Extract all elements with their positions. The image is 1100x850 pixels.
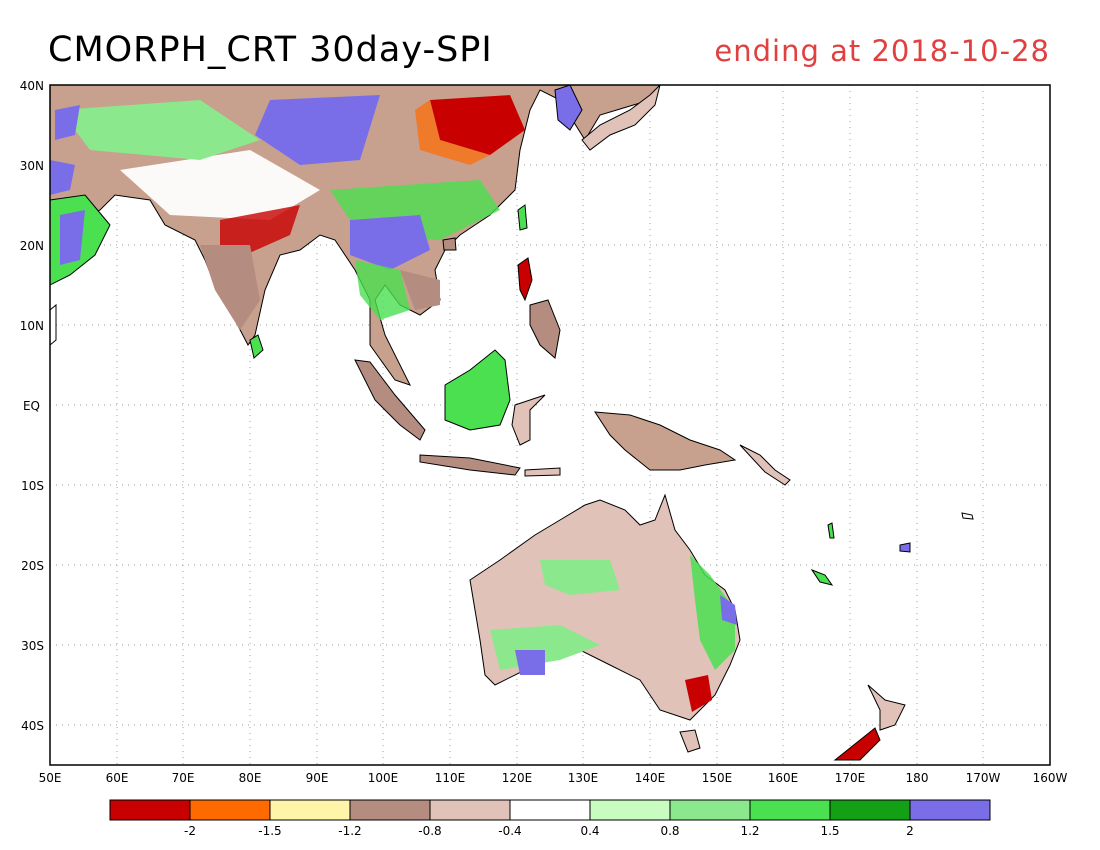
colorbar-label: 2 bbox=[906, 824, 914, 838]
north-china-ring bbox=[415, 100, 490, 165]
colorbar-swatch bbox=[189, 799, 271, 821]
central-asia-green bbox=[60, 100, 260, 160]
myanmar-green bbox=[355, 260, 410, 320]
vanuatu bbox=[827, 522, 835, 539]
colorbar-label: -1.2 bbox=[338, 824, 361, 838]
colorbar-swatch bbox=[509, 799, 591, 821]
colorbar-swatch bbox=[109, 799, 191, 821]
australia-se-dry bbox=[685, 675, 712, 712]
new-guinea bbox=[594, 411, 737, 471]
hainan bbox=[442, 237, 457, 251]
mongolia-purple bbox=[255, 95, 380, 165]
lon-label: 110E bbox=[435, 771, 466, 785]
colorbar-label: -0.4 bbox=[498, 824, 521, 838]
lat-label: 40S bbox=[21, 719, 44, 733]
japan bbox=[581, 85, 661, 151]
india-dry-red bbox=[220, 205, 300, 255]
colorbar-label: 1.5 bbox=[820, 824, 839, 838]
colorbar: -2 -1.5 -1.2 -0.8 -0.4 0.4 0.8 1.2 1.5 2 bbox=[109, 799, 991, 838]
tasmania bbox=[679, 729, 701, 753]
colorbar-label: 0.4 bbox=[580, 824, 599, 838]
map-frame bbox=[49, 84, 1051, 766]
west-purple-2 bbox=[60, 210, 85, 265]
lon-label: 130E bbox=[568, 771, 599, 785]
lon-label: 70E bbox=[172, 771, 195, 785]
solomon-islands bbox=[739, 444, 791, 486]
philippines-luzon bbox=[517, 257, 533, 302]
philippines-south bbox=[529, 299, 561, 359]
lon-label: 90E bbox=[306, 771, 329, 785]
new-caledonia bbox=[810, 568, 834, 586]
java bbox=[419, 454, 521, 476]
lon-label: 180 bbox=[906, 771, 929, 785]
korea bbox=[554, 85, 583, 131]
colorbar-swatch bbox=[429, 799, 511, 821]
lesser-sunda bbox=[524, 467, 561, 477]
tibet-patch bbox=[120, 150, 320, 220]
colorbar-swatch bbox=[749, 799, 831, 821]
lat-label: 20S bbox=[21, 559, 44, 573]
sulawesi bbox=[511, 394, 546, 446]
lon-label: 140E bbox=[635, 771, 666, 785]
lon-label: 150E bbox=[702, 771, 733, 785]
colorbar-label: -2 bbox=[184, 824, 196, 838]
australia-east-green bbox=[690, 555, 735, 670]
lon-label: 60E bbox=[106, 771, 129, 785]
west-coast-sliver bbox=[50, 303, 57, 346]
australia-sw-purple bbox=[515, 650, 545, 675]
lon-label: 80E bbox=[239, 771, 262, 785]
colorbar-label: -1.5 bbox=[258, 824, 281, 838]
lat-label: 30S bbox=[21, 639, 44, 653]
lat-label: 40N bbox=[20, 79, 44, 93]
sri-lanka bbox=[249, 334, 264, 359]
australia-center-green bbox=[540, 560, 620, 595]
samoa bbox=[961, 512, 974, 520]
colorbar-swatch bbox=[349, 799, 431, 821]
sumatra bbox=[354, 359, 426, 441]
colorbar-label: 0.8 bbox=[660, 824, 679, 838]
lat-label: 10N bbox=[20, 319, 44, 333]
lon-label: 160W bbox=[1033, 771, 1068, 785]
west-purple-3 bbox=[50, 160, 75, 195]
indochina-brown bbox=[400, 270, 440, 310]
lon-label: 160E bbox=[768, 771, 799, 785]
fiji bbox=[899, 542, 911, 553]
lon-label: 100E bbox=[368, 771, 399, 785]
india-brown bbox=[200, 245, 260, 330]
colorbar-swatch bbox=[589, 799, 671, 821]
new-zealand-north bbox=[867, 684, 906, 731]
lon-label: 170E bbox=[835, 771, 866, 785]
colorbar-swatch bbox=[669, 799, 751, 821]
lon-label: 50E bbox=[39, 771, 62, 785]
lat-labels: 40N 30N 20N 10N EQ 10S 20S 30S 40S bbox=[20, 79, 44, 733]
lon-label: 170W bbox=[966, 771, 1001, 785]
colorbar-swatch bbox=[909, 799, 991, 821]
colorbar-swatch bbox=[829, 799, 911, 821]
lon-labels: 50E 60E 70E 80E 90E 100E 110E 120E 130E … bbox=[39, 771, 1068, 785]
lat-label: 10S bbox=[21, 479, 44, 493]
west-purple-1 bbox=[55, 105, 80, 140]
date-label: ending at 2018-10-28 bbox=[714, 34, 1050, 68]
lat-label: 20N bbox=[20, 239, 44, 253]
colorbar-swatch bbox=[269, 799, 351, 821]
australia-east-purple bbox=[720, 595, 737, 625]
taiwan bbox=[517, 204, 528, 231]
lon-label: 120E bbox=[502, 771, 533, 785]
colorbar-label: -0.8 bbox=[418, 824, 441, 838]
new-zealand-south bbox=[833, 727, 881, 761]
borneo bbox=[444, 349, 511, 431]
colorbar-label: 1.2 bbox=[740, 824, 759, 838]
lat-label: 30N bbox=[20, 159, 44, 173]
north-china-dry bbox=[430, 95, 525, 155]
lat-label: EQ bbox=[23, 399, 40, 413]
map-title: CMORPH_CRT 30day-SPI bbox=[48, 30, 493, 70]
se-asia-purple bbox=[350, 215, 430, 270]
